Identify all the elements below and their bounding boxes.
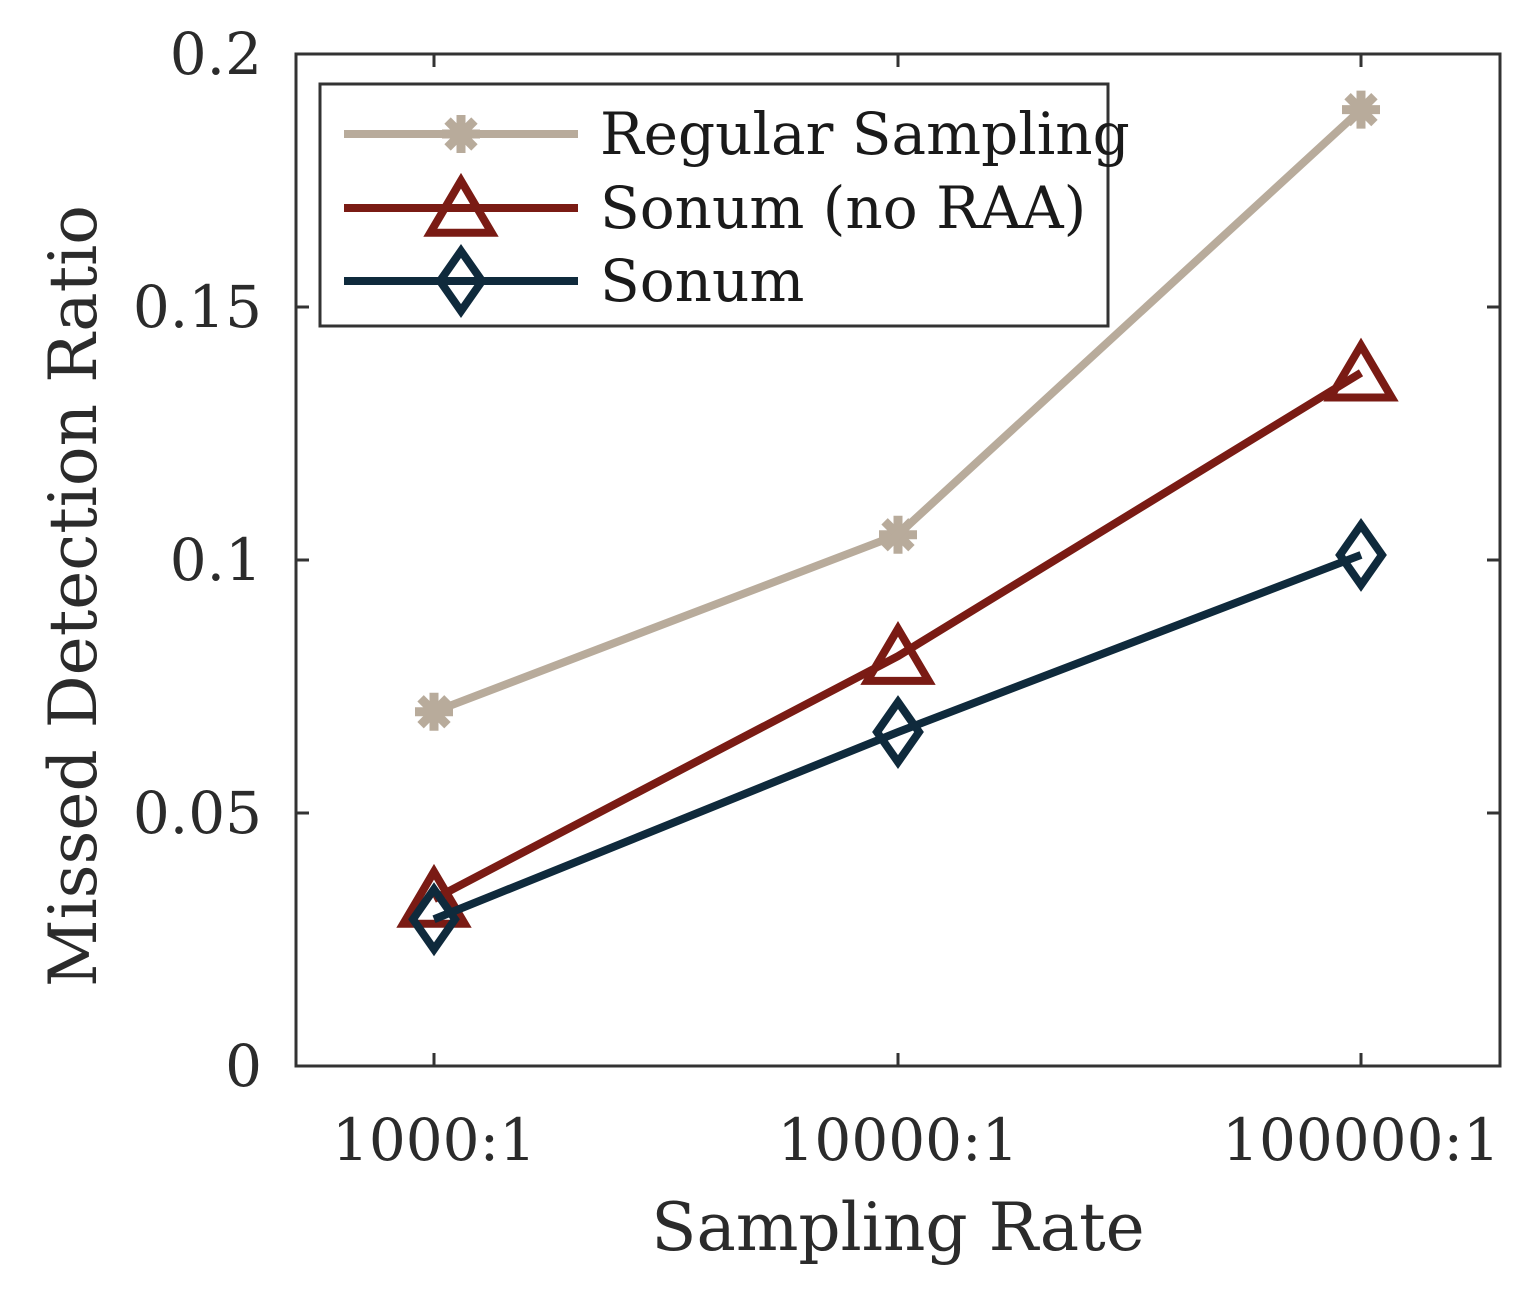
plot-marks xyxy=(396,90,1399,957)
x-axis-label: Sampling Rate xyxy=(651,1189,1145,1266)
data-point-1-0 xyxy=(396,863,472,928)
data-point-2-0 xyxy=(408,882,460,957)
x-tick-label-1: 10000:1 xyxy=(778,1106,1019,1174)
y-tick-label-0: 0 xyxy=(225,1032,262,1100)
data-point-0-1-stroke xyxy=(881,518,915,552)
data-point-1-1 xyxy=(860,620,936,685)
data-point-1-2 xyxy=(1323,337,1399,402)
legend-marker-0-stroke xyxy=(444,117,478,151)
data-point-0-2 xyxy=(1342,90,1380,129)
y-axis-label: Missed Detection Ratio xyxy=(35,205,112,987)
legend-label-1: Sonum (no RAA) xyxy=(600,174,1086,242)
x-tick-label-2: 100000:1 xyxy=(1222,1106,1500,1174)
legend-label-2: Sonum xyxy=(600,247,804,315)
x-tick-label-0: 1000:1 xyxy=(332,1106,536,1174)
y-tick-label-1: 0.05 xyxy=(133,779,262,847)
series-line-2 xyxy=(432,551,1363,923)
data-point-0-2-stroke xyxy=(1344,93,1378,127)
axes: 0 0.05 0.1 0.15 0.2 1000:1 10000:1 100000:1 Samp… xyxy=(35,20,1502,1266)
y-tick-label-4: 0.2 xyxy=(170,20,262,88)
legend-marker-2 xyxy=(435,244,487,318)
data-point-0-0-stroke xyxy=(417,695,451,729)
data-point-0-0 xyxy=(415,692,453,731)
y-tick-label-2: 0.1 xyxy=(170,526,262,594)
data-point-2-2 xyxy=(1335,517,1387,592)
y-tick-label-3: 0.15 xyxy=(133,273,262,341)
data-point-2-1 xyxy=(872,695,924,770)
legend-marker-0 xyxy=(442,115,480,153)
series-line-1 xyxy=(432,369,1364,903)
legend-label-0: Regular Sampling xyxy=(600,100,1130,168)
data-point-0-1 xyxy=(879,515,917,554)
legend-marker-1 xyxy=(423,172,499,237)
